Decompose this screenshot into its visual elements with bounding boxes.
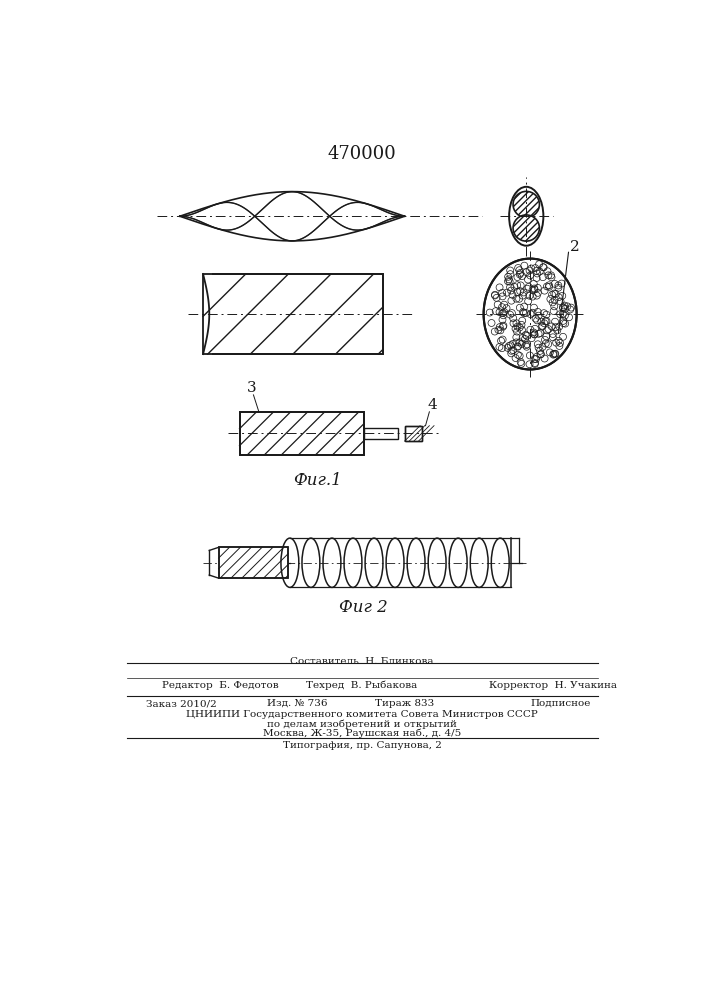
Bar [363,428,398,439]
Text: Заказ 2010/2: Заказ 2010/2 [146,699,217,708]
Text: Тираж 833: Тираж 833 [375,699,434,708]
Bar [202,273,211,355]
Text: Составитель  Н. Блинкова: Составитель Н. Блинкова [290,657,433,666]
Text: Фиг.1: Фиг.1 [293,472,341,489]
Bar [404,426,421,441]
Circle shape [513,215,539,241]
Text: Редактор  Б. Федотов: Редактор Б. Федотов [162,681,279,690]
Text: Фиг 2: Фиг 2 [339,599,388,616]
Bar [203,274,383,354]
Bar [218,547,288,578]
Bar [240,412,363,455]
Bar [404,426,421,441]
Text: 3: 3 [247,381,257,395]
Text: по делам изобретений и открытий: по делам изобретений и открытий [267,719,457,729]
Text: Изд. № 736: Изд. № 736 [267,699,327,708]
Bar [203,274,383,354]
Text: Подписное: Подписное [530,699,590,708]
Text: ЦНИИПИ Государственного комитета Совета Министров СССР: ЦНИИПИ Государственного комитета Совета … [186,710,538,719]
Text: Техред  В. Рыбакова: Техред В. Рыбакова [306,681,418,690]
Bar [203,274,383,354]
Bar [240,412,363,455]
Text: Москва, Ж-35, Раушская наб., д. 4/5: Москва, Ж-35, Раушская наб., д. 4/5 [263,728,461,738]
Text: 470000: 470000 [327,145,397,163]
Text: Корректор  Н. Учакина: Корректор Н. Учакина [489,681,617,690]
Text: 4: 4 [428,398,438,412]
Circle shape [513,191,539,218]
Text: Типография, пр. Сапунова, 2: Типография, пр. Сапунова, 2 [283,741,441,750]
Ellipse shape [484,259,577,369]
Bar [218,547,288,578]
Text: 2: 2 [571,240,580,254]
